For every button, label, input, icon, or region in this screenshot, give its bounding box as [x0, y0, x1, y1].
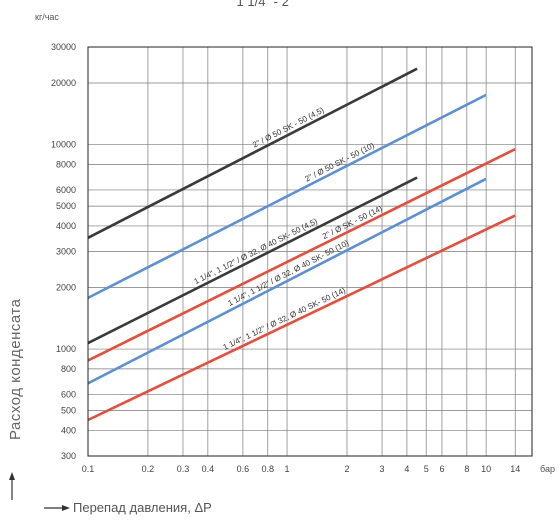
series-line [87, 176, 418, 345]
x-tick-label: 0.2 [142, 464, 155, 474]
y-tick-label: 400 [61, 425, 76, 435]
grid [87, 46, 532, 457]
y-tick-label: 5000 [56, 201, 76, 211]
y-tick-label: 500 [61, 406, 76, 416]
series-line [87, 147, 516, 362]
x-tick-label: 0.4 [202, 464, 215, 474]
series-line [87, 214, 516, 422]
x-tick-label: 5 [424, 464, 429, 474]
y-unit-label: кг/час [35, 12, 59, 22]
y-tick-label: 30000 [51, 42, 76, 52]
y-tick-label: 1000 [56, 344, 76, 354]
plot-frame [87, 46, 533, 457]
x-tick-label: 0.6 [237, 464, 250, 474]
series-label: 2" / Ø 50 SK - 50 (10) [303, 141, 376, 184]
tick-labels: 0.1 0.2 0.3 0.4 0.6 0.8 1 2 3 4 5 6 8 10 14 300 400 500 60… [51, 42, 520, 474]
x-tick-label: 8 [464, 464, 469, 474]
x-tick-label: 0.8 [262, 464, 275, 474]
series-line [87, 67, 418, 239]
y-tick-label: 600 [61, 389, 76, 399]
x-tick-label: 4 [404, 464, 409, 474]
y-tick-label: 2000 [56, 283, 76, 293]
x-unit-label: бар [540, 464, 555, 474]
y-tick-label: 300 [61, 451, 76, 461]
x-tick-label: 2 [344, 464, 349, 474]
x-tick-label: 6 [439, 464, 444, 474]
y-tick-label: 6000 [56, 185, 76, 195]
x-tick-label: 10 [481, 464, 491, 474]
y-tick-label: 10000 [51, 140, 76, 150]
y-tick-label: 4000 [56, 221, 76, 231]
x-tick-label: 3 [380, 464, 385, 474]
x-axis-label: Перепад давления, ΔP [73, 500, 212, 515]
y-tick-label: 800 [61, 364, 76, 374]
chart-title: 1 1/4" - 2" [237, 0, 294, 9]
y-axis-label: Расход конденсата [7, 298, 24, 440]
x-tick-label: 14 [510, 464, 520, 474]
series-line [87, 93, 487, 300]
x-tick-label: 0.3 [177, 464, 190, 474]
y-tick-label: 20000 [51, 78, 76, 88]
series-label: 2" / Ø 50 SK - 50 (4,5) [251, 105, 326, 149]
series-lines: 2" / Ø 50 SK - 50 (4,5)2" / Ø 50 SK - 50… [87, 67, 516, 422]
x-tick-label: 1 [285, 464, 290, 474]
y-axis-arrow-icon [9, 472, 15, 500]
x-tick-label: 0.1 [82, 464, 95, 474]
y-tick-label: 8000 [56, 159, 76, 169]
x-axis-arrow-icon [44, 505, 70, 511]
series-line [87, 177, 487, 385]
y-tick-label: 3000 [56, 247, 76, 257]
